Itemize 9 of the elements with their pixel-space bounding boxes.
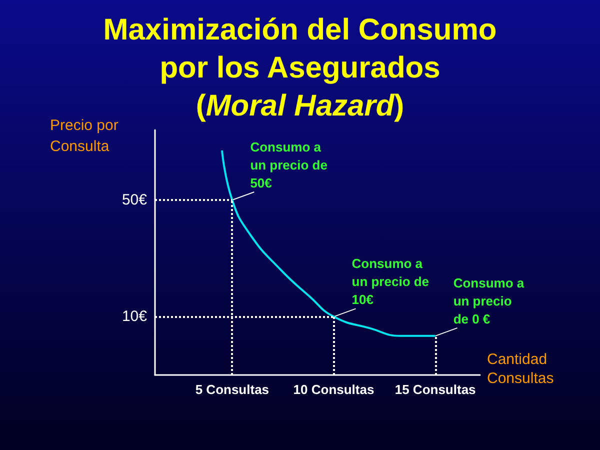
annotation: Consumo a un precio de 0 € [453,275,525,326]
y-tick-label: 50€ [122,192,148,208]
x-axis-title: Cantidad Consultas [487,351,554,387]
x-tick-label: 10 Consultas [293,382,374,397]
annotation: Consumo a un precio de 50€ [250,140,328,190]
annotation: Consumo a un precio de 10€ [352,256,430,308]
x-tick-label: 5 Consultas [195,382,270,397]
x-tick-label: 15 Consultas [394,382,476,397]
y-tick-label: 10€ [122,308,148,326]
